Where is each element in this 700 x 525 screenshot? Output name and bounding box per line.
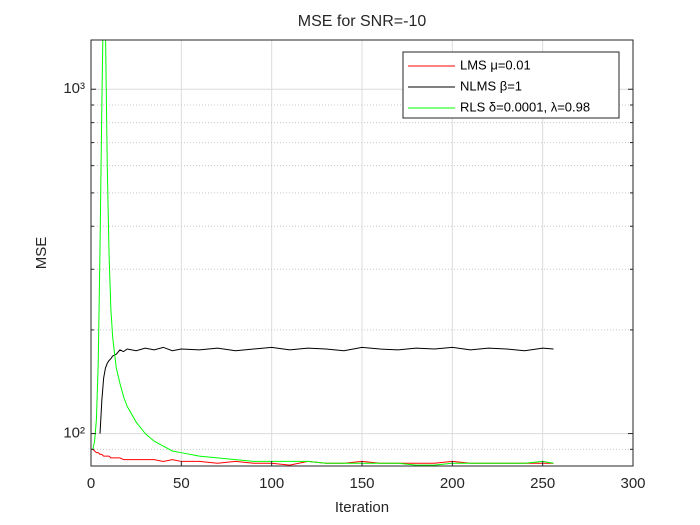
y-tick-label: 10² bbox=[63, 425, 85, 442]
x-tick-label: 300 bbox=[620, 475, 645, 492]
x-tick-label: 100 bbox=[259, 475, 284, 492]
grid bbox=[90, 40, 634, 466]
legend-box bbox=[402, 51, 620, 119]
chart-title: MSE for SNR=-10 bbox=[298, 13, 427, 30]
x-tick-label: 150 bbox=[349, 475, 374, 492]
y-axis-label: MSE bbox=[33, 237, 50, 270]
x-tick-label: 0 bbox=[87, 475, 95, 492]
x-tick-label: 200 bbox=[440, 475, 465, 492]
x-tick-label: 50 bbox=[173, 475, 190, 492]
legend-label: LMS μ=0.01 bbox=[460, 57, 531, 72]
x-axis-label: Iteration bbox=[335, 499, 389, 516]
legend-label: RLS δ=0.0001, λ=0.98 bbox=[460, 99, 590, 114]
legend: LMS μ=0.01 NLMS β=1 RLS δ=0.0001, λ=0.98 bbox=[402, 51, 620, 119]
y-tick-label: 10³ bbox=[63, 80, 85, 97]
ticks: 0 50 100 150 200 250 300 10² 10³ bbox=[63, 80, 645, 492]
series-line bbox=[99, 346, 554, 434]
x-tick-label: 250 bbox=[530, 475, 555, 492]
legend-label: NLMS β=1 bbox=[460, 78, 522, 93]
series-line bbox=[92, 40, 554, 466]
